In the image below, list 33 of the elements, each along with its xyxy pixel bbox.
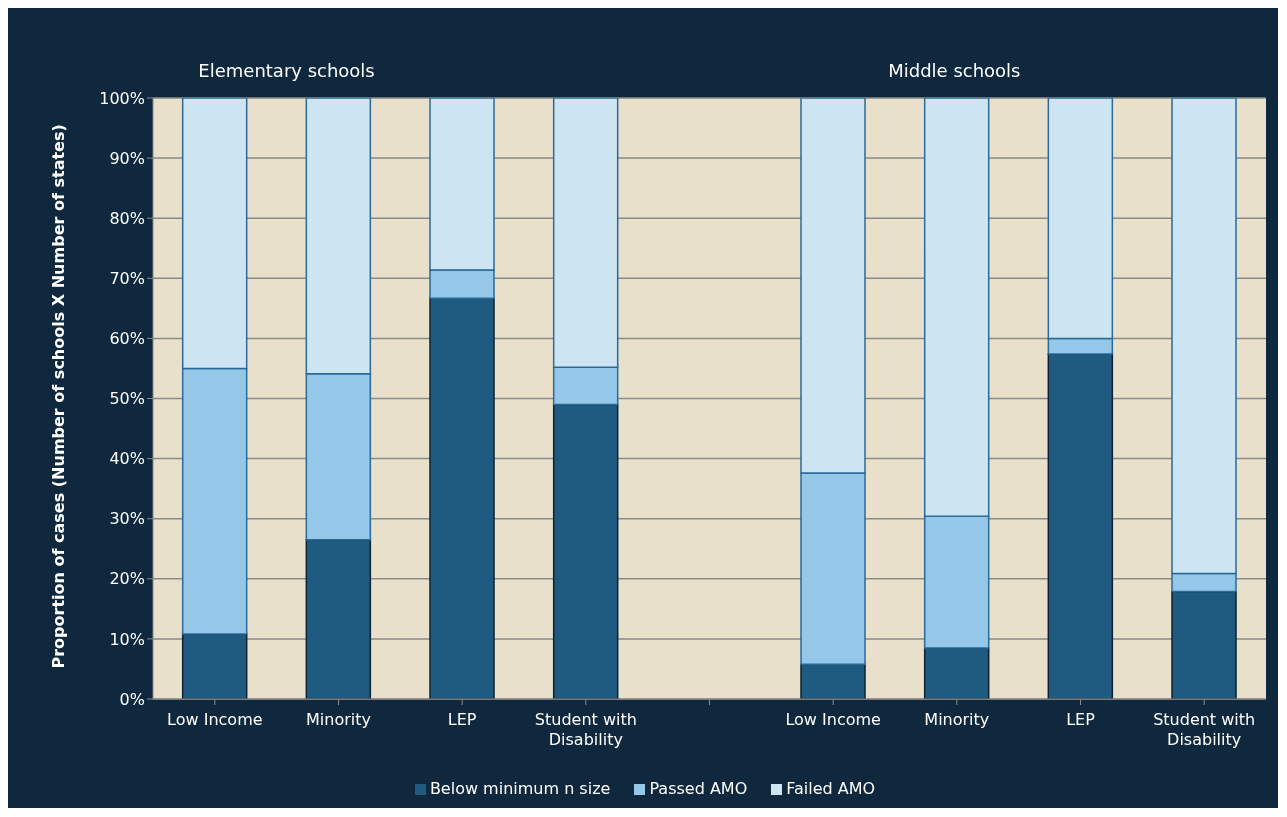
bar bbox=[181, 633, 248, 699]
legend-label: Passed AMO bbox=[649, 779, 748, 798]
y-tick-label: 60% bbox=[109, 329, 145, 349]
y-tick-label: 90% bbox=[109, 148, 145, 168]
y-tick-label: 30% bbox=[109, 509, 145, 529]
x-tick-label: Minority bbox=[306, 710, 371, 729]
x-tick-label: Minority bbox=[924, 710, 990, 729]
y-tick-label: 20% bbox=[109, 569, 145, 589]
y-tick-label: 10% bbox=[109, 629, 145, 649]
x-tick-label: LEP bbox=[447, 710, 477, 729]
bar bbox=[1047, 353, 1114, 699]
legend-label: Failed AMO bbox=[786, 779, 876, 798]
x-tick-label: Student with Disability bbox=[1153, 710, 1256, 749]
y-axis-title: Proportion of cases (Number of schools X Number of states) bbox=[48, 124, 68, 669]
text: Middle schools bbox=[888, 60, 1021, 81]
y-tick-label: 40% bbox=[109, 449, 145, 469]
x-tick-label: Low Income bbox=[785, 710, 881, 729]
x-tick-label: Student with Disability bbox=[534, 710, 637, 749]
bar bbox=[429, 297, 495, 699]
bar bbox=[1171, 590, 1237, 699]
y-tick-label: 50% bbox=[109, 389, 145, 409]
x-tick-label: LEP bbox=[1066, 710, 1096, 729]
y-tick-label: 100% bbox=[99, 88, 145, 108]
x-tick-label: Low Income bbox=[167, 710, 263, 729]
bar bbox=[305, 538, 372, 699]
y-tick-label: 0% bbox=[119, 689, 145, 709]
bar bbox=[552, 403, 619, 699]
text: Elementary schools bbox=[198, 60, 375, 81]
y-tick-label: 70% bbox=[109, 268, 145, 288]
y-tick-label: 80% bbox=[109, 208, 145, 228]
bar bbox=[800, 663, 866, 699]
bar bbox=[923, 647, 990, 699]
legend-label: Below minimum n size bbox=[429, 779, 611, 798]
